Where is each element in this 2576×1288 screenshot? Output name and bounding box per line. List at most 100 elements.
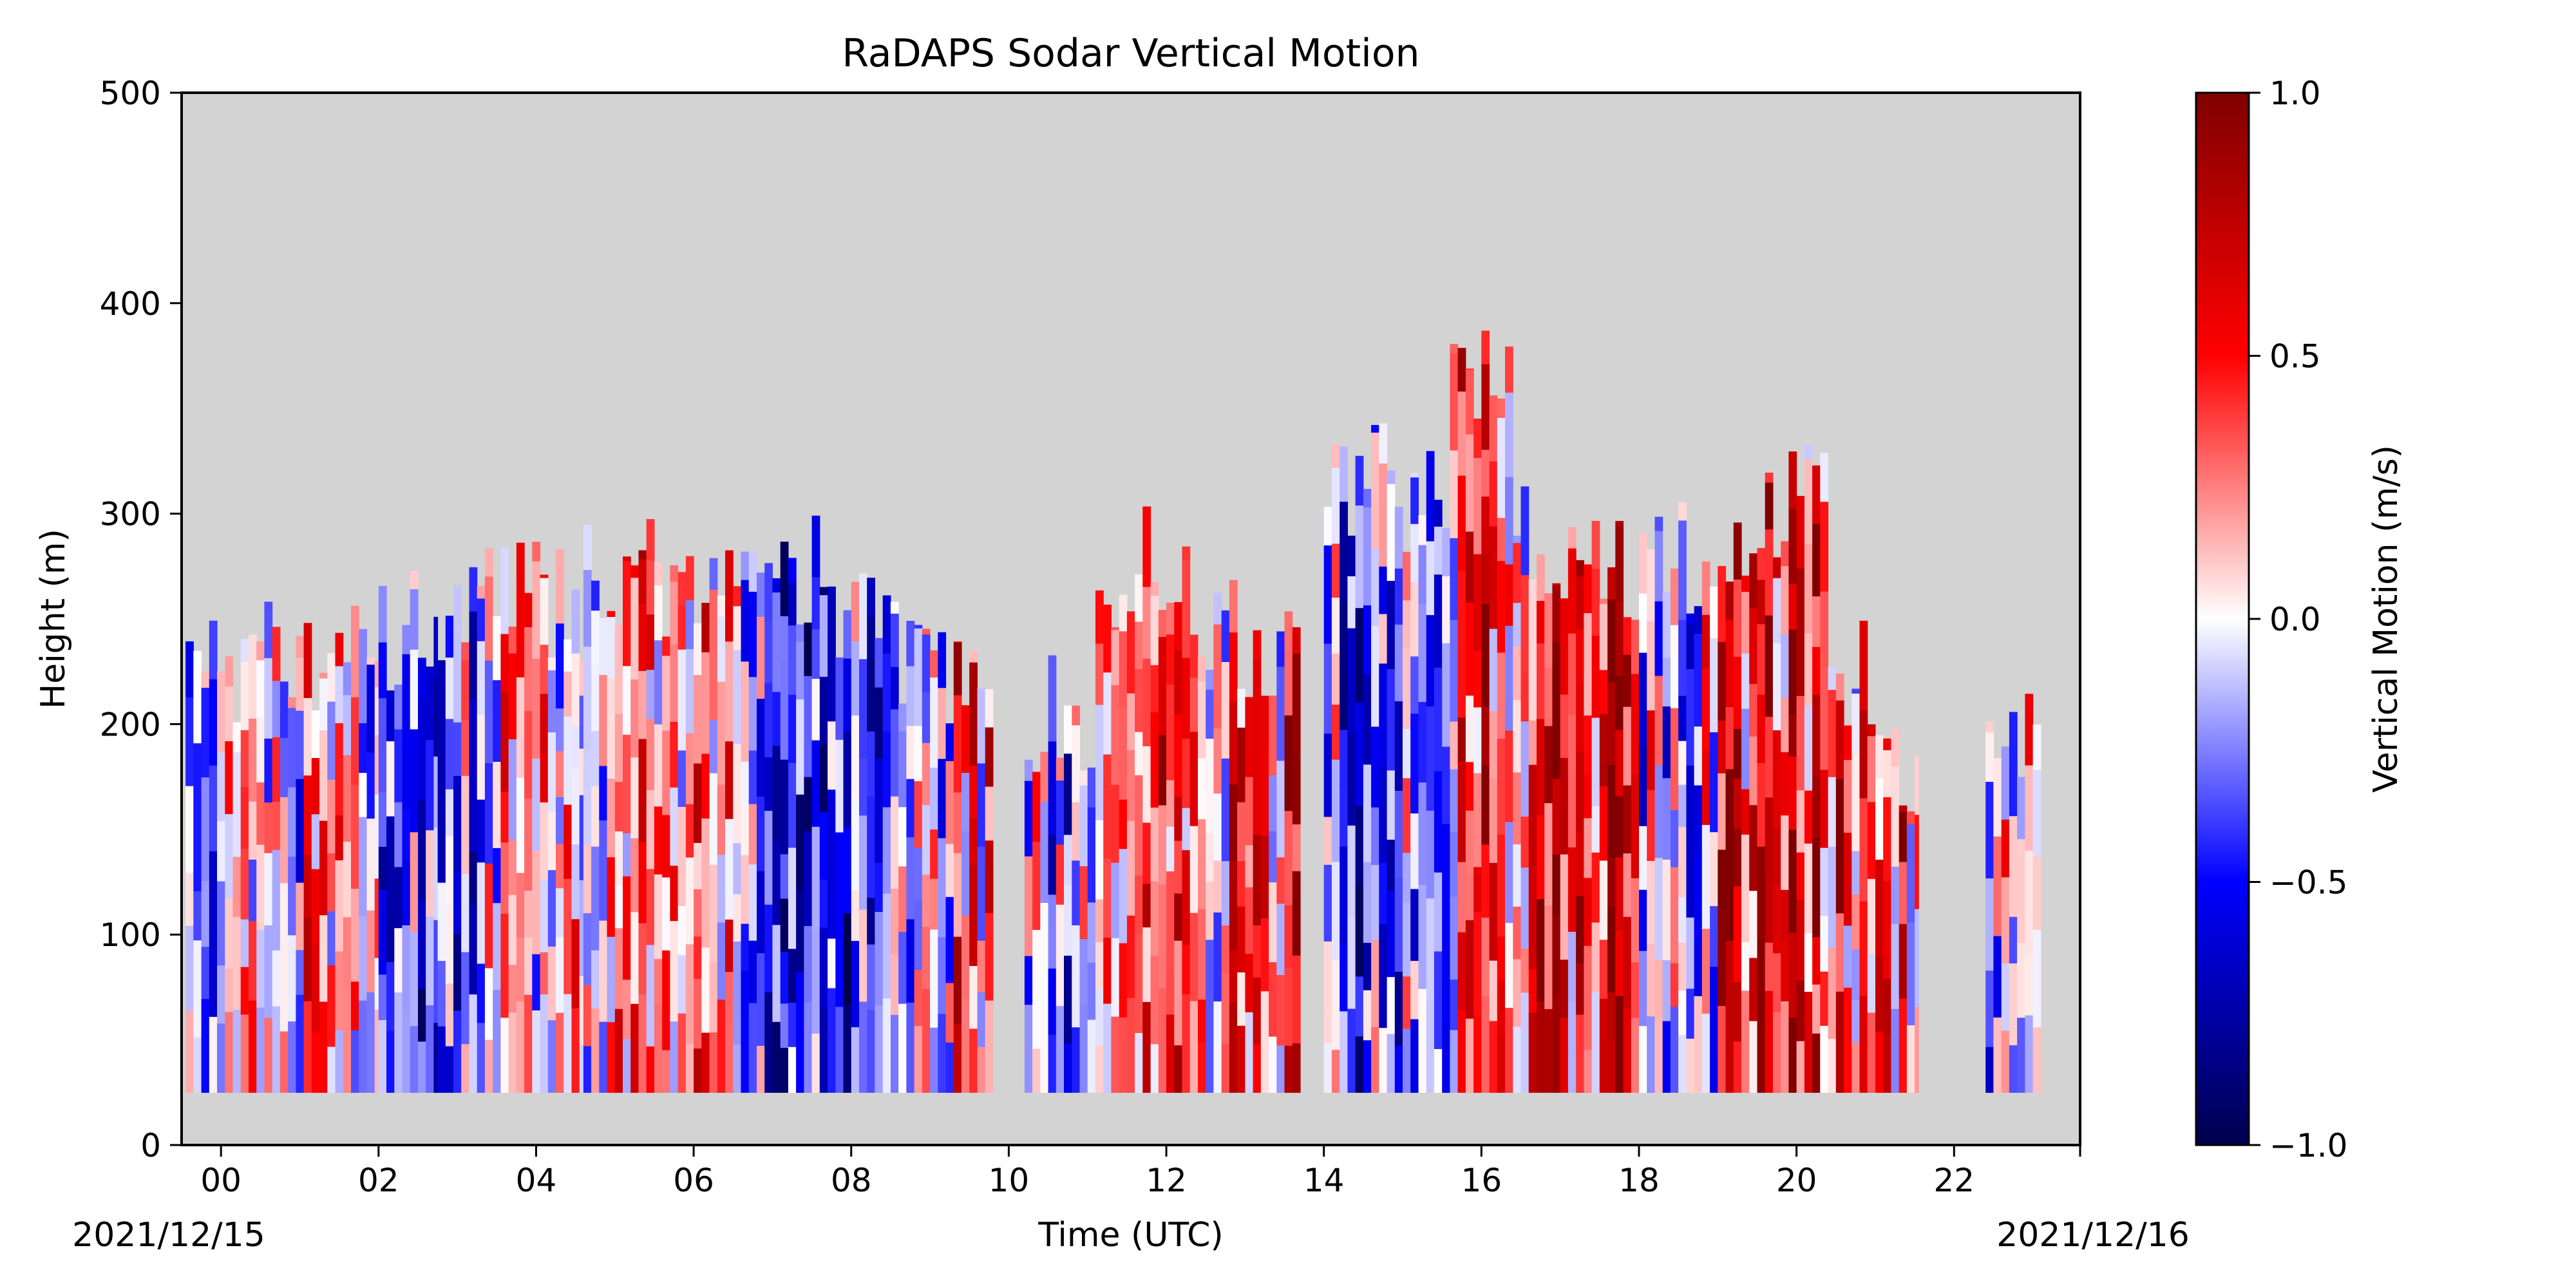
heatmap-cell — [1269, 696, 1277, 776]
heatmap-cell — [540, 644, 549, 694]
heatmap-cell — [1733, 728, 1742, 779]
heatmap-cell — [859, 815, 867, 910]
heatmap-cell — [788, 625, 797, 695]
heatmap-cell — [1442, 643, 1450, 747]
heatmap-cell — [1631, 961, 1640, 1018]
heatmap-cell — [1465, 602, 1474, 696]
heatmap-cell — [1899, 805, 1908, 813]
heatmap-cell — [1741, 708, 1750, 790]
heatmap-cell — [1284, 1045, 1293, 1093]
heatmap-cell — [914, 625, 923, 629]
heatmap-cell — [1403, 551, 1411, 601]
heatmap-cell — [969, 662, 978, 766]
heatmap-cell — [772, 578, 781, 592]
heatmap-cell — [374, 1009, 379, 1093]
heatmap-cell — [394, 685, 403, 730]
heatmap-cell — [359, 629, 367, 723]
heatmap-cell — [709, 864, 718, 963]
heatmap-cell — [402, 809, 411, 860]
heatmap-cell — [1150, 712, 1159, 808]
heatmap-cell — [1182, 738, 1191, 808]
heatmap-cell — [630, 577, 639, 679]
heatmap-cell — [1812, 984, 1821, 1034]
heatmap-cell — [327, 653, 336, 702]
heatmap-cell — [1505, 392, 1513, 477]
heatmap-cell — [930, 929, 938, 1028]
heatmap-cell — [1410, 1019, 1419, 1093]
heatmap-cell — [1103, 604, 1112, 673]
heatmap-cell — [796, 699, 804, 795]
heatmap-cell — [1867, 878, 1876, 954]
heatmap-cell — [1394, 624, 1403, 701]
heatmap-cell — [1387, 484, 1396, 581]
heatmap-cell — [540, 693, 549, 753]
heatmap-cell — [1363, 507, 1372, 605]
heatmap-cell — [1284, 611, 1293, 652]
heatmap-cell — [1781, 634, 1789, 698]
heatmap-cell — [1796, 852, 1805, 900]
heatmap-cell — [1567, 770, 1577, 848]
heatmap-cell — [296, 657, 305, 711]
heatmap-cell — [1718, 565, 1727, 642]
heatmap-cell — [1552, 996, 1561, 1093]
heatmap-cell — [1670, 963, 1679, 1007]
heatmap-cell — [359, 916, 367, 1001]
heatmap-cell — [1781, 697, 1789, 752]
heatmap-cell — [1537, 554, 1545, 601]
heatmap-cell — [410, 831, 419, 933]
heatmap-cell — [1859, 901, 1868, 996]
heatmap-cell — [780, 1047, 789, 1093]
heatmap-cell — [1678, 520, 1687, 620]
heatmap-cell — [1505, 346, 1513, 393]
heatmap-cell — [685, 1043, 694, 1093]
heatmap-cell — [1686, 668, 1695, 766]
heatmap-cell — [351, 981, 359, 1030]
heatmap-cell — [1725, 706, 1734, 770]
heatmap-cell — [591, 786, 600, 847]
heatmap-cell — [828, 891, 836, 939]
heatmap-cell — [445, 904, 454, 984]
heatmap-cell — [1678, 784, 1687, 828]
heatmap-cell — [1269, 961, 1277, 1037]
heatmap-cell — [1513, 699, 1522, 773]
heatmap-cell — [1276, 903, 1285, 975]
heatmap-cell — [1182, 808, 1191, 851]
heatmap-cell — [796, 641, 804, 700]
heatmap-cell — [1040, 801, 1049, 903]
heatmap-cell — [232, 1009, 242, 1093]
heatmap-cell — [1835, 700, 1844, 779]
heatmap-cell — [764, 682, 773, 757]
heatmap-cell — [296, 882, 305, 951]
heatmap-cell — [1701, 1013, 1710, 1093]
heatmap-cell — [1765, 615, 1774, 717]
heatmap-cell — [1520, 867, 1530, 949]
heatmap-cell — [1639, 826, 1647, 890]
heatmap-cell — [579, 748, 584, 795]
heatmap-cell — [394, 927, 403, 993]
heatmap-cell — [945, 843, 954, 897]
x-tick-label: 04 — [516, 1162, 557, 1199]
heatmap-cell — [1142, 506, 1151, 587]
heatmap-cell — [898, 866, 907, 933]
heatmap-cell — [556, 1012, 564, 1093]
heatmap-cell — [638, 922, 647, 994]
heatmap-cell — [835, 739, 844, 833]
heatmap-cell — [1599, 1044, 1608, 1093]
heatmap-cell — [694, 1048, 702, 1093]
heatmap-cell — [279, 737, 289, 797]
heatmap-cell — [1867, 953, 1876, 1013]
heatmap-cell — [1804, 705, 1813, 791]
heatmap-cell — [1481, 603, 1490, 707]
heatmap-cell — [890, 888, 899, 955]
heatmap-cell — [556, 549, 564, 624]
x-tick-label: 20 — [1776, 1162, 1817, 1199]
heatmap-cell — [1213, 860, 1222, 913]
heatmap-cell — [418, 658, 426, 698]
heatmap-cell — [1371, 424, 1379, 433]
heatmap-cell — [670, 787, 679, 866]
heatmap-cell — [1899, 998, 1908, 1093]
heatmap-cell — [1710, 586, 1718, 638]
heatmap-cell — [1355, 455, 1364, 506]
heatmap-cell — [1340, 945, 1348, 1012]
heatmap-cell — [1355, 884, 1364, 977]
